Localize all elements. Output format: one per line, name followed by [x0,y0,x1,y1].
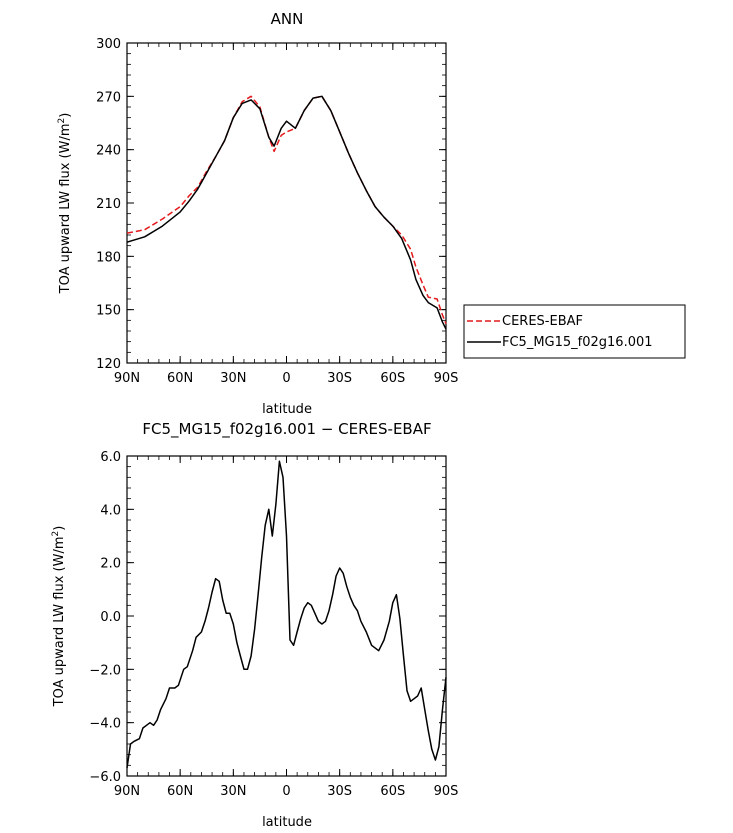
top-x-tick-label: 30S [327,371,352,386]
bottom-plot-frame [126,455,447,777]
bottom-x-tick-label: 90N [114,784,140,799]
bottom-x-tick-label: 90S [434,784,459,799]
top-series [126,95,447,330]
top-plot-frame [126,42,447,364]
top-y-tick-label: 180 [96,250,121,265]
bottom-x-label: latitude [262,815,312,830]
top-y-tick-label: 300 [96,37,121,52]
bottom-title: FC5_MG15_f02g16.001 − CERES-EBAF [142,420,431,439]
bottom-y-tick-label: −4.0 [89,717,121,732]
top-series-line-2 [126,95,447,330]
bottom-y-label: TOA upward LW flux (W/m2) [51,526,67,708]
bottom-y-tick-label: −2.0 [89,663,121,678]
bottom-y-tick-label: 6.0 [100,450,121,465]
bottom-y-tick-label: −6.0 [89,770,121,785]
bottom-x-tick-label: 60S [380,784,405,799]
top-x-tick-label: 60S [380,371,405,386]
legend: CERES-EBAF FC5_MG15_f02g16.001 [463,304,686,359]
top-x-tick-label: 90S [434,371,459,386]
bottom-x-tick-label: 60N [167,784,193,799]
top-y-tick-label: 210 [96,197,121,212]
top-y-tick-label: 120 [96,357,121,372]
bottom-ticks: 90N 60N 30N 0 30S 60S 90S −6.0 −4.0 −2.0 0.0 2.0 4.0… [89,450,458,799]
bottom-series-line-1 [126,460,447,769]
bottom-y-tick-label: 4.0 [100,503,121,518]
top-x-tick-label: 30N [220,371,246,386]
legend-label-model: FC5_MG15_f02g16.001 [502,335,653,350]
top-x-tick-label: 0 [282,371,290,386]
top-title: ANN [271,10,304,28]
bottom-x-tick-label: 30N [220,784,246,799]
top-ticks: 90N 60N 30N 0 30S 60S 90S 120 150 180 210 240 270 300 [96,37,458,386]
top-series-line-1 [126,95,447,325]
bottom-y-tick-label: 0.0 [100,610,121,625]
bottom-x-tick-label: 30S [327,784,352,799]
top-y-tick-label: 150 [96,304,121,319]
bottom-x-tick-label: 0 [282,784,290,799]
legend-label-ceres: CERES-EBAF [502,314,583,329]
top-x-label: latitude [262,402,312,417]
bottom-panel: FC5_MG15_f02g16.001 − CERES-EBAF 90N 60N 3… [51,420,458,830]
bottom-series [126,460,447,769]
bottom-y-tick-label: 2.0 [100,557,121,572]
top-y-tick-label: 270 [96,90,121,105]
top-x-tick-label: 60N [167,371,193,386]
top-y-tick-label: 240 [96,144,121,159]
top-x-tick-label: 90N [114,371,140,386]
legend-box [463,304,686,359]
top-panel: ANN 90N 60N 30N 0 30S 60S 90S 120 150 180 210 240 27… [57,10,686,417]
top-y-label: TOA upward LW flux (W/m2) [57,113,73,295]
